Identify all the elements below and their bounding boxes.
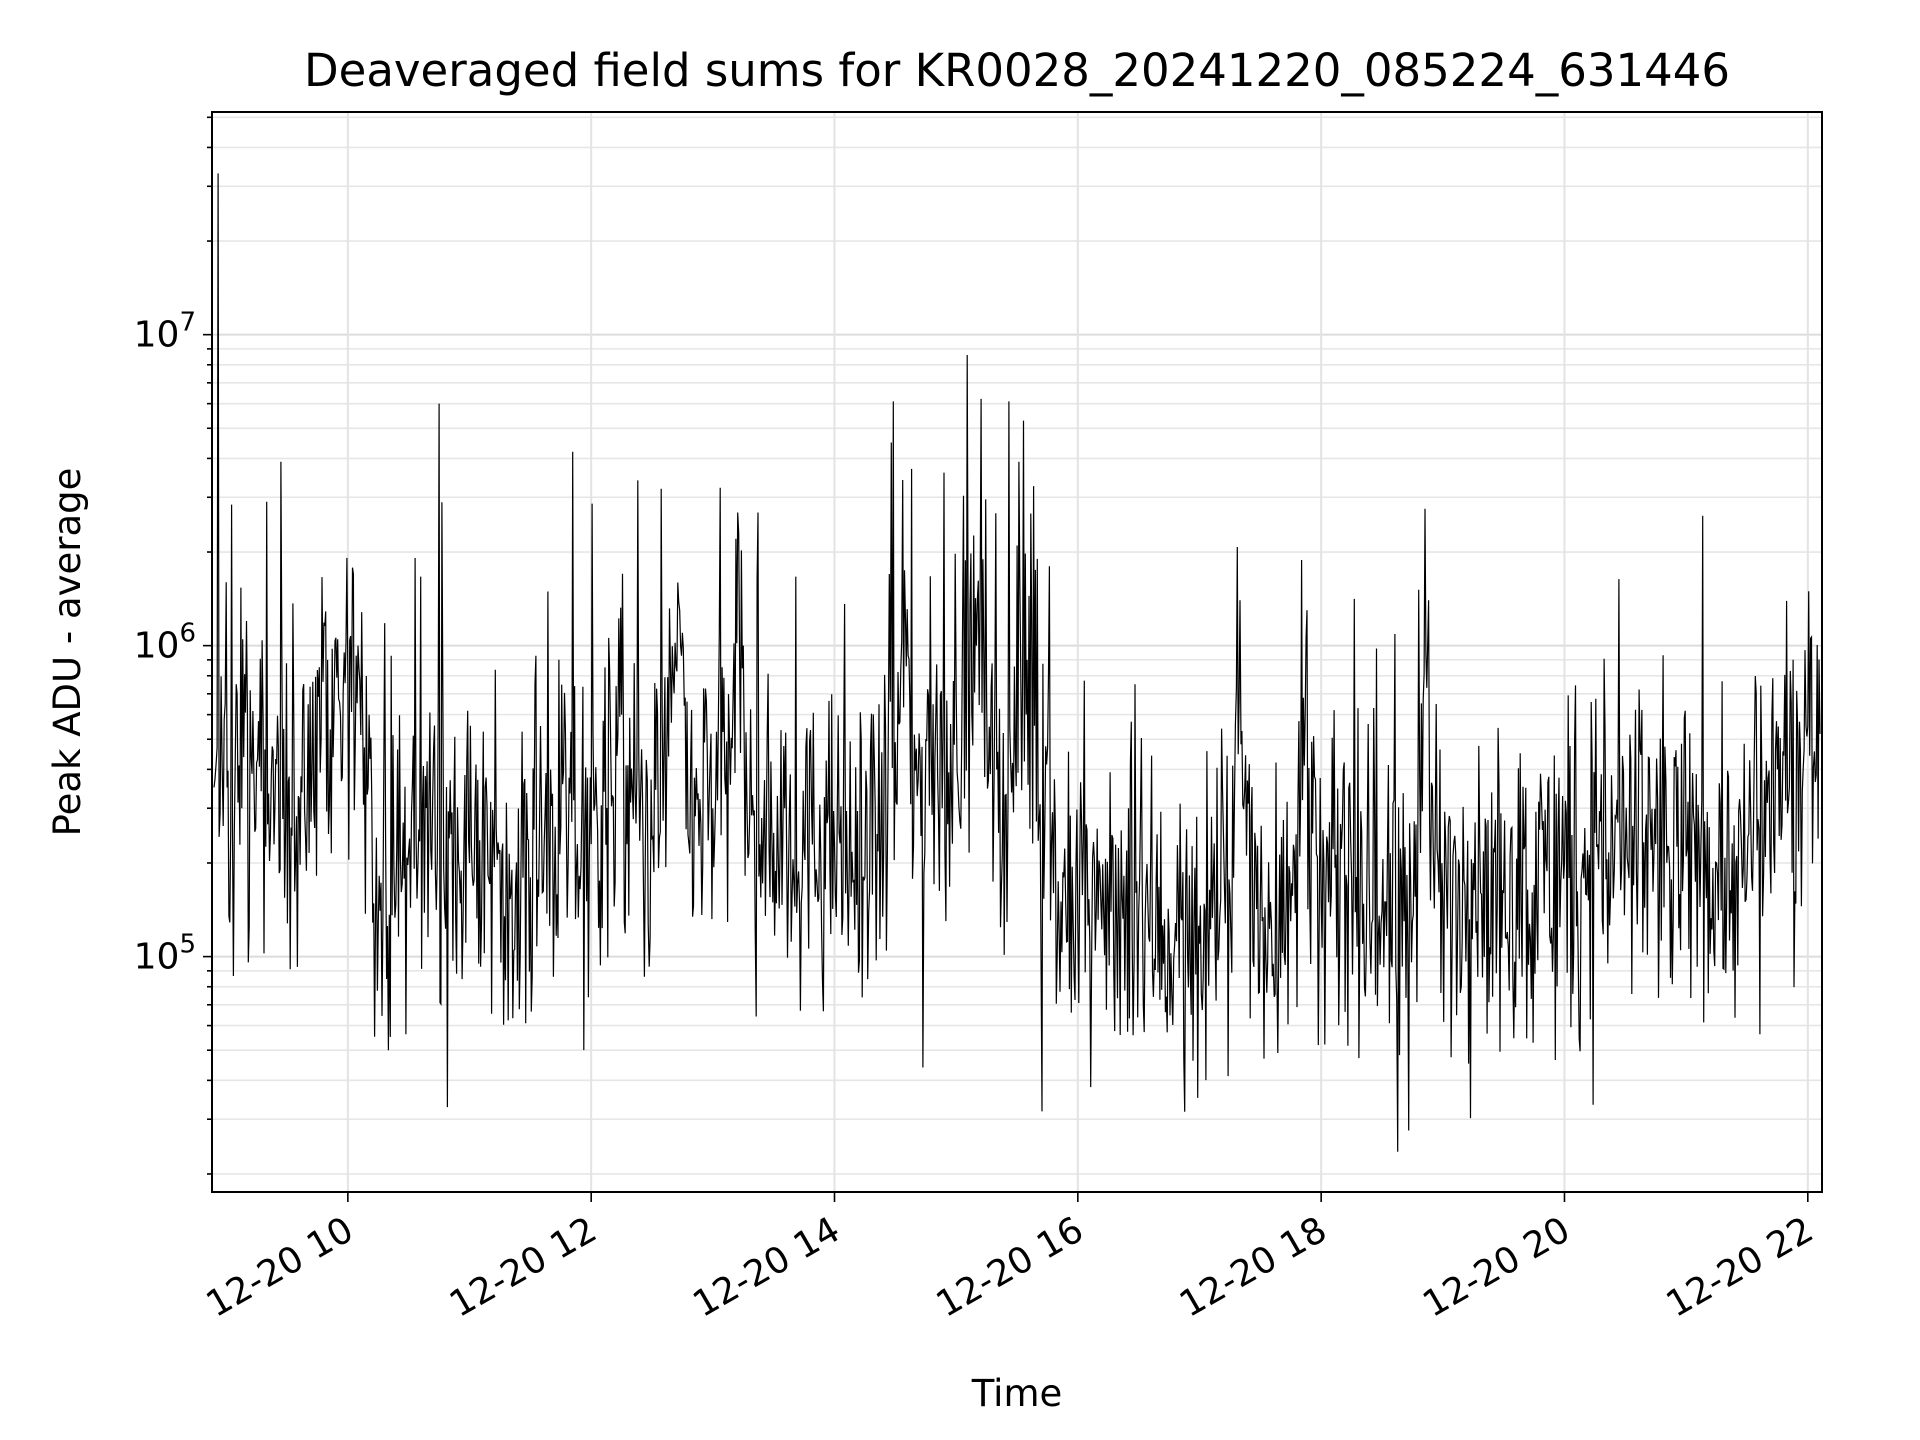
y-tick-exponent: 7 — [179, 308, 196, 338]
series-line — [213, 173, 1821, 1152]
y-tick-base: 10 — [134, 937, 180, 978]
x-axis-label: Time — [971, 1372, 1063, 1415]
y-tick-base: 10 — [134, 626, 180, 667]
plot-frame — [211, 111, 1823, 1193]
y-tick-exponent: 5 — [179, 930, 196, 960]
y-tick-label: 105 — [134, 930, 196, 978]
series-layer — [213, 173, 1821, 1152]
y-tick-label: 106 — [134, 619, 196, 667]
y-axis-label: Peak ADU - average — [46, 468, 89, 837]
chart-title: Deaveraged field sums for KR0028_2024122… — [304, 44, 1730, 97]
y-tick-label: 107 — [134, 308, 196, 356]
y-tick-exponent: 6 — [179, 619, 196, 649]
y-tick-base: 10 — [134, 315, 180, 356]
